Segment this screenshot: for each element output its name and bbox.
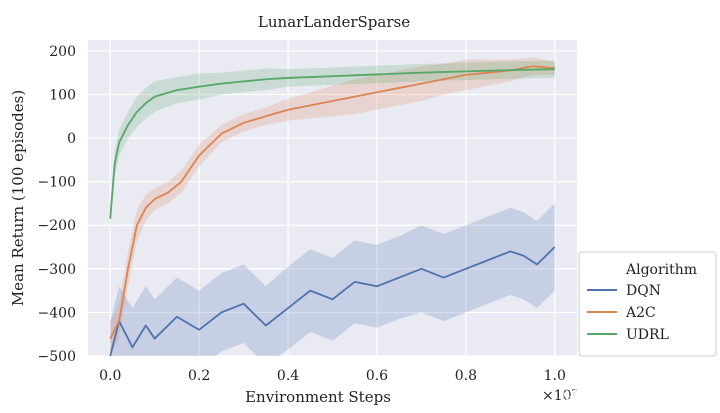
x-tick-label: 0.6 [366, 368, 388, 384]
udrl-line [109, 68, 555, 219]
x-tick-label: 0.2 [188, 368, 210, 384]
y-tick-label: 100 [49, 87, 76, 103]
confidence-bands [110, 57, 555, 356]
x-tick-label: 0.8 [455, 368, 477, 384]
y-tick-label: −100 [38, 175, 76, 191]
y-tick-label: −500 [38, 349, 76, 365]
watermark: @稀土掘金技术社区 [560, 386, 677, 402]
y-tick-label: −300 [38, 262, 76, 278]
x-axis-ticks: 0.0 0.2 0.4 0.6 0.8 1.0 [99, 368, 566, 384]
x-tick-label: 0.4 [277, 368, 299, 384]
legend-box [578, 251, 717, 357]
legend: Algorithm DQN A2C UDRL [578, 251, 717, 357]
gridlines [88, 40, 577, 357]
y-tick-label: 200 [49, 44, 76, 60]
dqn-legend-label: DQN [626, 283, 661, 299]
chart-title: LunarLanderSparse [258, 13, 410, 31]
legend-title: Algorithm [625, 262, 697, 278]
dqn-band [110, 203, 555, 356]
dqn-line [109, 246, 556, 356]
y-tick-label: −200 [38, 218, 76, 234]
y-axis-label: Mean Return (100 episodes) [9, 90, 27, 306]
y-tick-label: −400 [38, 305, 76, 321]
a2c-legend-label: A2C [625, 305, 656, 321]
x-scale-label: ×10⁷ [542, 388, 578, 404]
y-tick-label: 0 [67, 131, 76, 147]
a2c-band [110, 57, 555, 356]
udrl-legend-label: UDRL [626, 327, 669, 343]
udrl-band [110, 60, 555, 232]
x-tick-label: 1.0 [544, 368, 566, 384]
y-axis-ticks: −500 −400 −300 −200 −100 0 100 200 [38, 44, 76, 365]
x-axis-label: Environment Steps [245, 388, 391, 406]
x-tick-label: 0.0 [99, 368, 121, 384]
a2c-line [109, 65, 555, 339]
series-lines [109, 65, 556, 356]
